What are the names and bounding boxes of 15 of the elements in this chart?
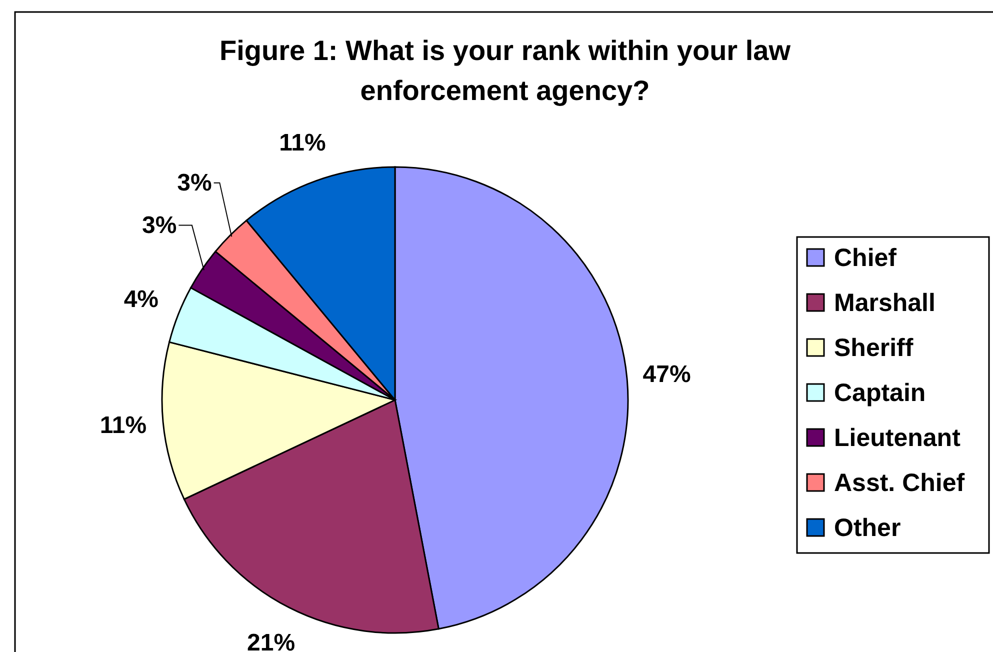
legend-label: Captain	[834, 379, 926, 407]
legend-label: Marshall	[834, 289, 936, 317]
legend-label: Chief	[834, 244, 898, 272]
data-label: 3%	[177, 169, 212, 196]
data-label: 4%	[124, 286, 159, 313]
legend-label: Sheriff	[834, 334, 914, 362]
data-label: 47%	[642, 360, 691, 388]
chart-title: Figure 1: What is your rank within your law enforcement agency?	[220, 35, 791, 106]
legend-label: Other	[834, 514, 901, 542]
legend-label: Asst. Chief	[834, 469, 966, 497]
legend-label: Lieutenant	[834, 424, 962, 452]
data-label: 11%	[279, 130, 326, 157]
data-label: 21%	[247, 630, 296, 652]
data-label: 11%	[100, 412, 147, 440]
data-label: 3%	[142, 212, 177, 239]
